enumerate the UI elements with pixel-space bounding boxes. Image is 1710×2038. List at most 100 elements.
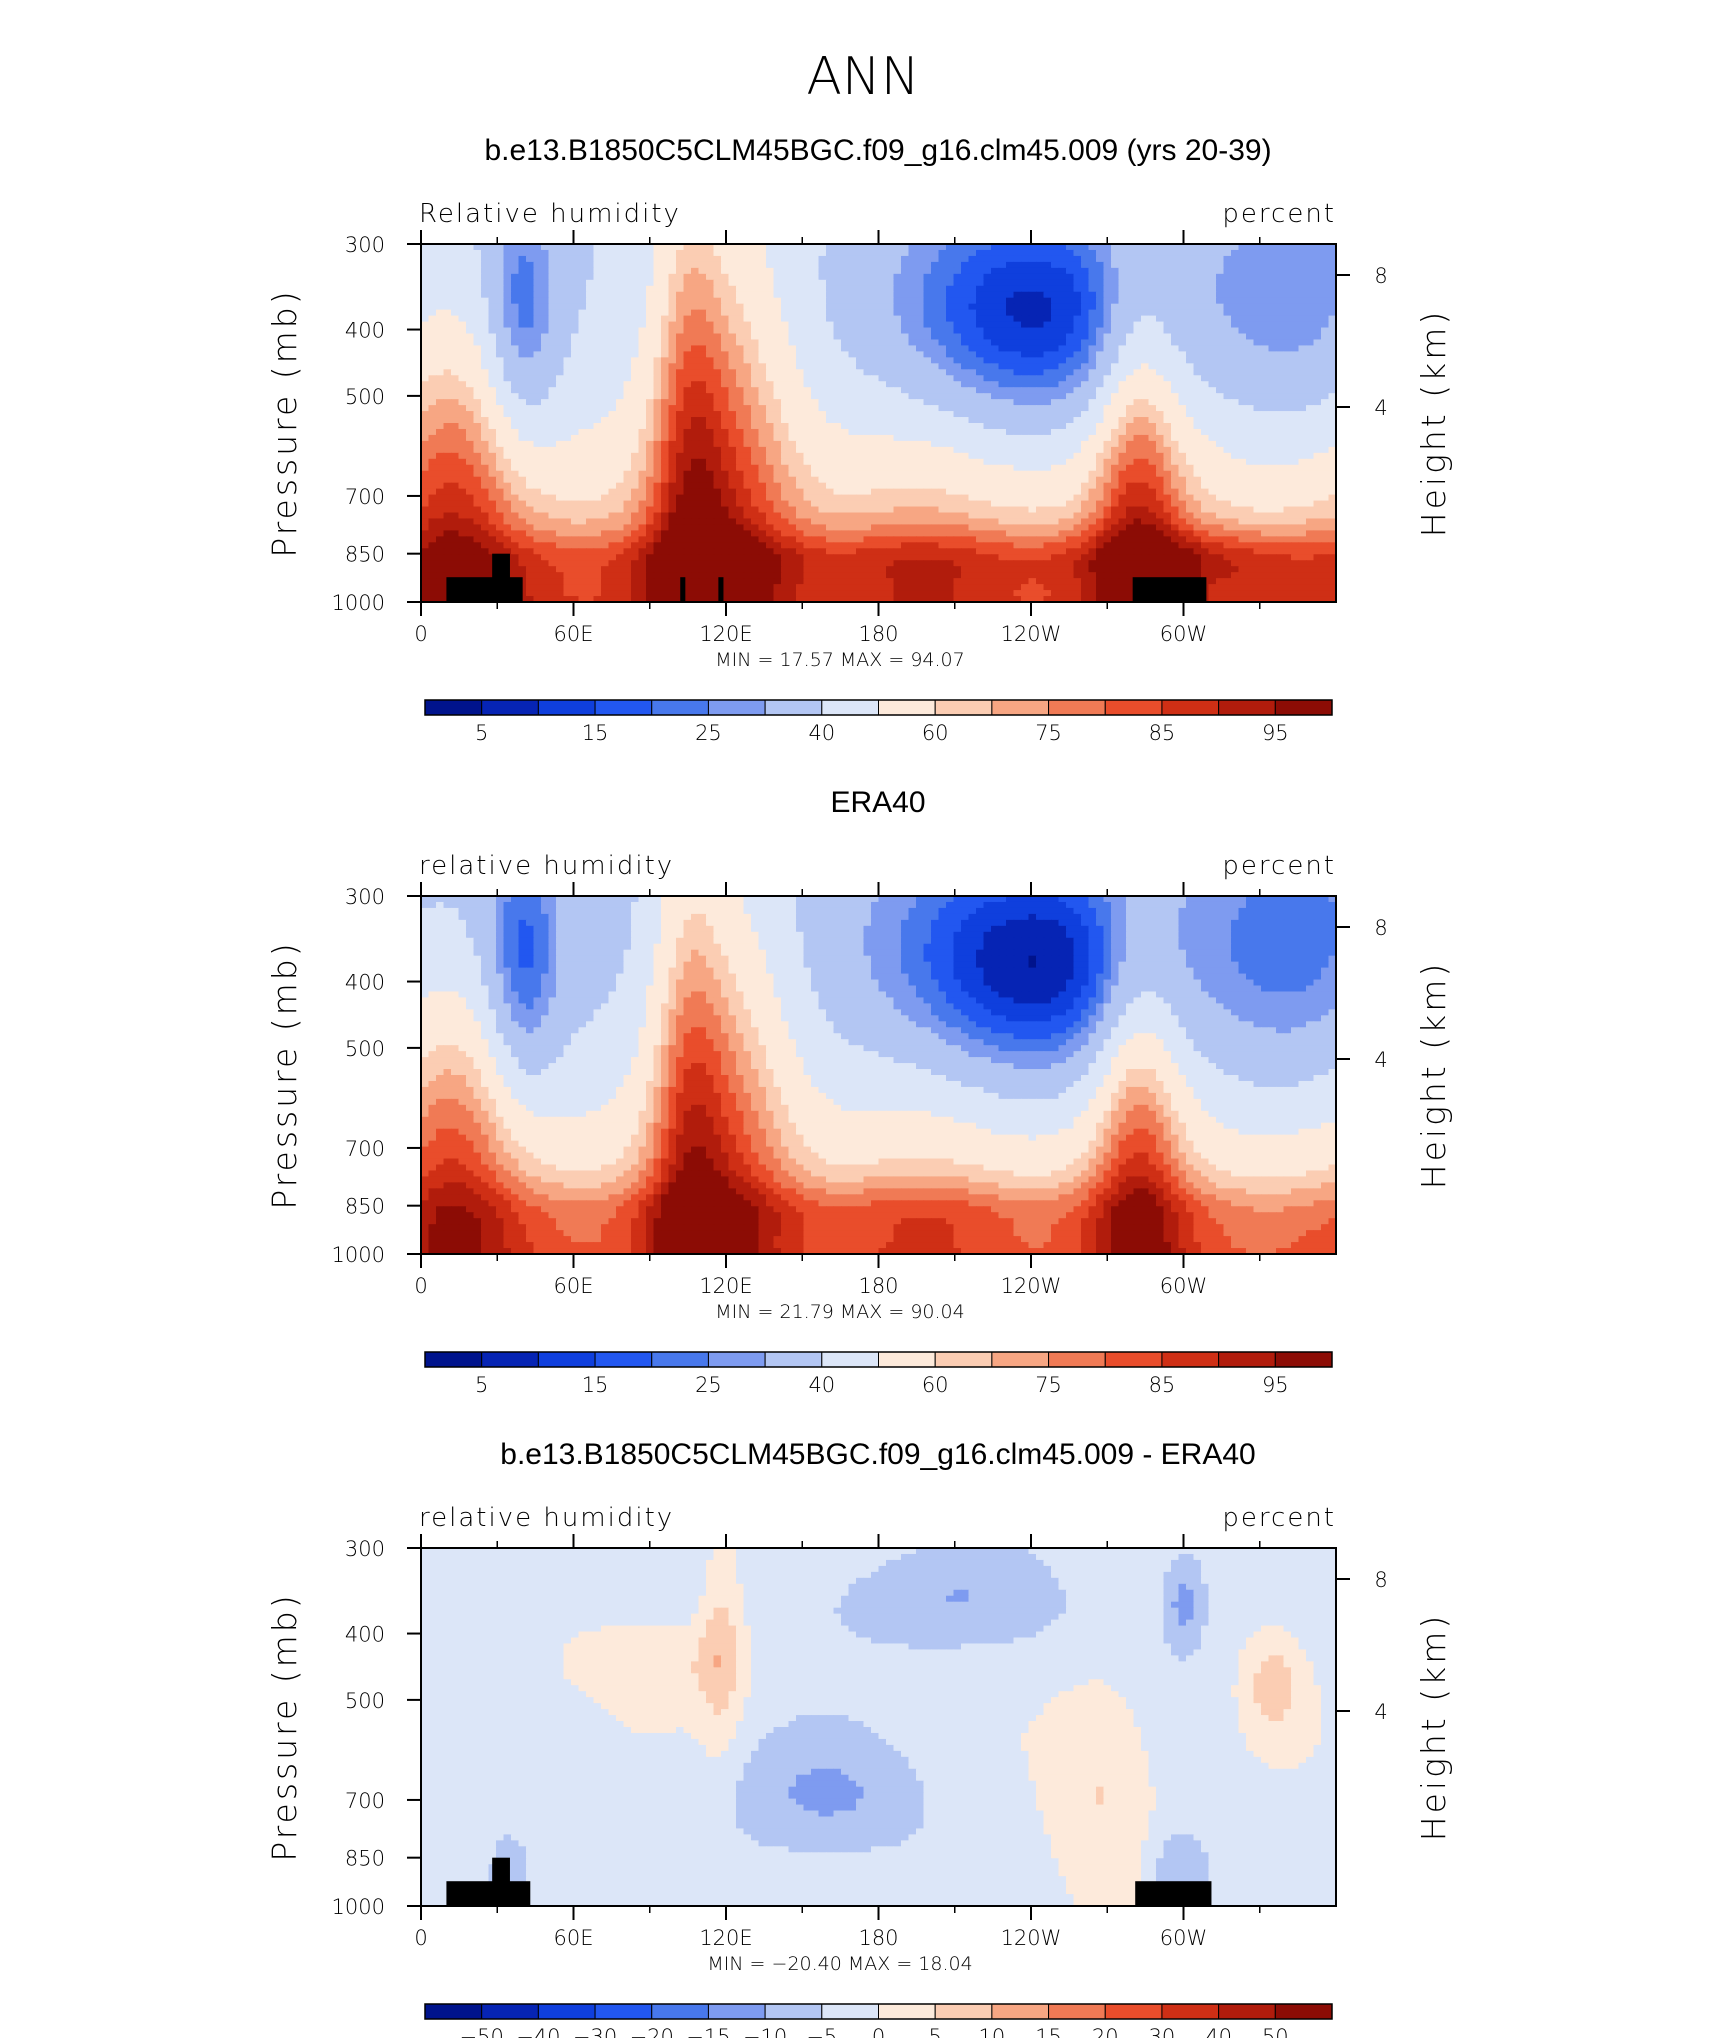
contour-cell [744, 429, 752, 436]
contour-cell [1261, 429, 1269, 436]
contour-cell [811, 310, 819, 317]
contour-cell [819, 298, 827, 305]
contour-cell [624, 304, 632, 311]
contour-cell [556, 334, 564, 341]
contour-cell [976, 423, 984, 430]
contour-cell [961, 381, 969, 388]
contour-cell [1291, 250, 1299, 257]
contour-cell [639, 316, 647, 323]
contour-cell [931, 357, 939, 364]
contour-cell [819, 477, 827, 484]
contour-cell [714, 316, 722, 323]
contour-cell [924, 423, 932, 430]
contour-cell [594, 465, 602, 472]
contour-cell [631, 477, 639, 484]
contour-cell [976, 339, 984, 346]
contour-cell [504, 256, 512, 263]
contour-cell [1021, 268, 1029, 275]
contour-cell [751, 465, 759, 472]
contour-cell [676, 441, 684, 448]
contour-cell [864, 363, 872, 370]
contour-cell [721, 453, 729, 460]
contour-cell [1164, 441, 1172, 448]
contour-cell [931, 411, 939, 418]
contour-cell [781, 453, 789, 460]
contour-cell [1291, 339, 1299, 346]
contour-cell [676, 369, 684, 376]
contour-cell [774, 334, 782, 341]
contour-cell [864, 411, 872, 418]
contour-cell [631, 316, 639, 323]
contour-cell [774, 375, 782, 382]
contour-cell [759, 274, 767, 281]
contour-cell [1314, 334, 1322, 341]
contour-cell [1044, 447, 1052, 454]
contour-cell [1239, 375, 1247, 382]
contour-cell [631, 310, 639, 317]
contour-cell [556, 304, 564, 311]
contour-cell [1291, 304, 1299, 311]
contour-cell [871, 363, 879, 370]
contour-cell [1261, 375, 1269, 382]
contour-cell [841, 399, 849, 406]
contour-cell [879, 351, 887, 358]
contour-cell [954, 435, 962, 442]
contour-cell [1179, 334, 1187, 341]
contour-cell [579, 268, 587, 275]
contour-cell [1081, 322, 1089, 329]
contour-cell [954, 310, 962, 317]
contour-cell [1276, 298, 1284, 305]
contour-cell [931, 268, 939, 275]
contour-cell [1156, 429, 1164, 436]
contour-cell [676, 304, 684, 311]
contour-cell [1014, 316, 1022, 323]
contour-cell [834, 322, 842, 329]
contour-cell [1306, 304, 1314, 311]
contour-cell [511, 435, 519, 442]
contour-cell [834, 316, 842, 323]
contour-cell [969, 304, 977, 311]
contour-cell [571, 256, 579, 263]
contour-cell [594, 405, 602, 412]
contour-cell [676, 423, 684, 430]
contour-cell [466, 328, 474, 335]
contour-cell [1239, 339, 1247, 346]
contour-cell [609, 417, 617, 424]
contour-cell [489, 453, 497, 460]
contour-cell [894, 453, 902, 460]
contour-cell [601, 334, 609, 341]
contour-cell [489, 286, 497, 293]
contour-cell [871, 268, 879, 275]
contour-cell [826, 441, 834, 448]
contour-cell [496, 298, 504, 305]
contour-cell [1299, 345, 1307, 352]
contour-cell [819, 316, 827, 323]
contour-cell [1171, 322, 1179, 329]
contour-cell [1059, 375, 1067, 382]
contour-cell [511, 405, 519, 412]
contour-cell [909, 465, 917, 472]
contour-cell [586, 334, 594, 341]
contour-cell [481, 447, 489, 454]
contour-cell [744, 393, 752, 400]
contour-cell [924, 381, 932, 388]
contour-cell [654, 393, 662, 400]
contour-cell [1059, 351, 1067, 358]
contour-cell [1246, 268, 1254, 275]
contour-cell [796, 322, 804, 329]
contour-cell [961, 286, 969, 293]
contour-cell [429, 280, 437, 287]
contour-cell [669, 310, 677, 317]
contour-cell [451, 322, 459, 329]
contour-cell [736, 256, 744, 263]
contour-cell [534, 334, 542, 341]
contour-cell [496, 322, 504, 329]
contour-cell [1246, 334, 1254, 341]
contour-cell [624, 429, 632, 436]
contour-cell [879, 471, 887, 478]
contour-cell [594, 453, 602, 460]
contour-cell [946, 411, 954, 418]
contour-cell [691, 363, 699, 370]
contour-cell [1291, 423, 1299, 430]
contour-cell [841, 405, 849, 412]
